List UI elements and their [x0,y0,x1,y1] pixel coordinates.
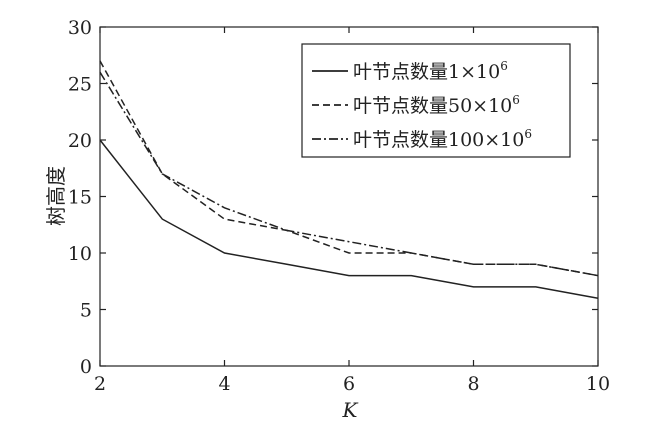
legend: 叶节点数量1×106 叶节点数量50×106 叶节点数量100×106 [301,43,571,158]
y-axis-label: 树高度 [44,166,68,226]
y-tick-label: 30 [68,17,92,39]
y-tick-label: 20 [68,130,92,152]
series-line-3 [99,71,599,277]
x-tick-label: 8 [467,373,479,395]
x-tick-label: 6 [343,373,355,395]
legend-label-2: 叶节点数量50×106 [353,93,520,117]
x-tick-label: 10 [586,373,610,395]
y-tick-label: 5 [80,300,92,322]
y-axis-ticks: 0 5 10 15 20 25 30 [68,17,598,378]
series-line-2 [99,60,599,277]
legend-label-1: 叶节点数量1×106 [353,59,508,83]
y-tick-label: 10 [68,243,92,265]
x-tick-label: 2 [94,373,106,395]
y-tick-label: 15 [68,187,92,209]
y-tick-label: 0 [80,356,92,378]
legend-items: 叶节点数量1×106 叶节点数量50×106 叶节点数量100×106 [312,59,532,151]
x-axis-label: K [342,398,359,422]
y-tick-label: 25 [68,74,92,96]
series-lines [99,60,599,299]
legend-label-3: 叶节点数量100×106 [353,127,532,151]
x-tick-label: 4 [218,373,230,395]
series-line-1 [99,139,599,299]
x-axis-ticks: 2 4 6 8 10 [94,27,610,395]
